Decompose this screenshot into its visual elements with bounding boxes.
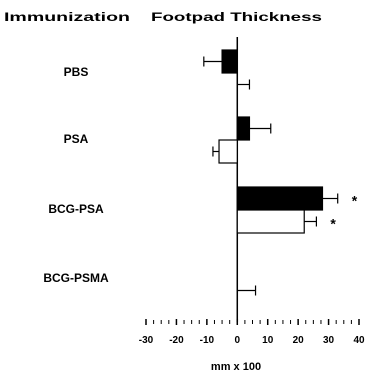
bar — [221, 49, 238, 74]
bar — [236, 209, 305, 234]
category-label: BCG-PSMA — [43, 271, 109, 285]
bar — [236, 186, 324, 211]
x-tick-label: 0 — [235, 335, 241, 346]
significance-marker: * — [330, 216, 336, 232]
x-tick-label: 40 — [353, 335, 365, 346]
x-tick-label: -20 — [169, 335, 184, 346]
plot-area: -30 -20 -10 0 10 20 30 40 PBS PSA BCG-PSA BCG-PSMA *… — [43, 37, 365, 346]
category-label: BCG-PSA — [48, 202, 104, 216]
bar — [218, 139, 238, 164]
x-tick-label: -10 — [200, 335, 215, 346]
bar — [236, 116, 251, 141]
category-label: PBS — [64, 65, 89, 79]
significance-marker: * — [352, 193, 358, 209]
x-tick-label: 30 — [323, 335, 335, 346]
x-tick-label: 20 — [293, 335, 305, 346]
x-tick-label: -30 — [139, 335, 154, 346]
x-axis-label: mm x 100 — [211, 361, 261, 373]
category-label: PSA — [64, 132, 89, 146]
header-footpad-thickness: Footpad Thickness — [151, 10, 322, 24]
x-tick-label: 10 — [262, 335, 274, 346]
header-immunization: Immunization — [4, 10, 130, 24]
